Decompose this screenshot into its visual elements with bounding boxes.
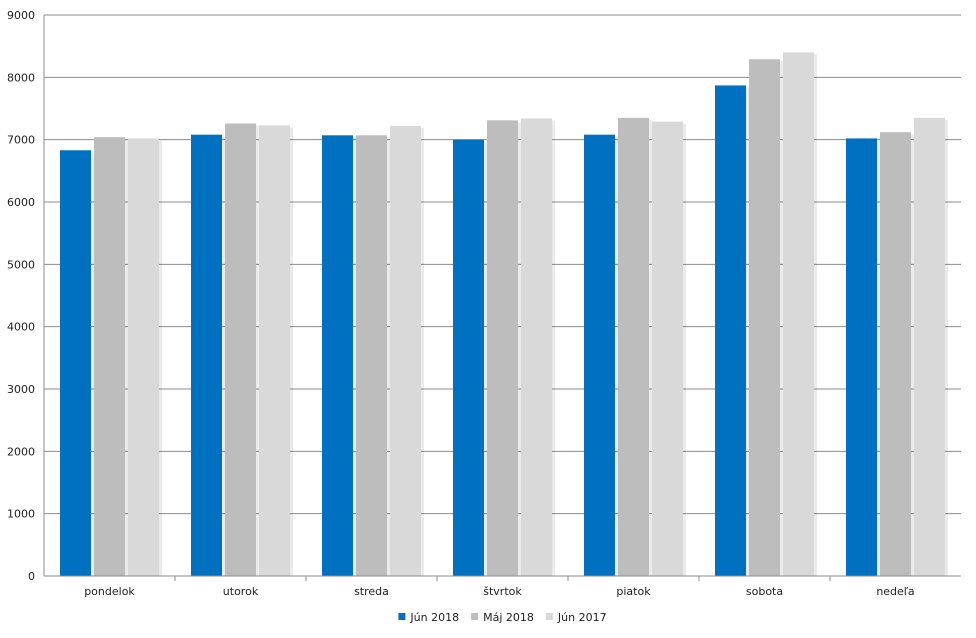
bar (914, 117, 945, 576)
y-tick-label: 4000 (7, 321, 35, 334)
legend-swatch (545, 613, 553, 620)
bar (749, 59, 780, 577)
bar (618, 117, 649, 576)
legend-label: Jún 2018 (409, 611, 459, 624)
bar (521, 118, 552, 577)
bar (259, 125, 290, 576)
category-label: sobota (746, 585, 783, 598)
category-labels: pondelok utorok streda štvrtok piatok sobota n… (84, 585, 914, 598)
bar (60, 150, 91, 576)
bar (356, 135, 387, 576)
category-label: piatok (616, 585, 651, 598)
bar (225, 123, 256, 577)
y-tick-label: 6000 (7, 196, 35, 209)
category-label: štvrtok (483, 585, 522, 598)
legend-label: Jún 2017 (557, 611, 607, 624)
category-label: utorok (223, 585, 259, 598)
bar (783, 52, 814, 576)
legend: Jún 2018 Máj 2018 Jún 2017 (398, 611, 607, 624)
y-tick-label: 3000 (7, 383, 35, 396)
bar (652, 121, 683, 576)
bar (584, 134, 615, 576)
bar (128, 138, 159, 577)
category-label: pondelok (84, 585, 135, 598)
y-tick-label: 1000 (7, 508, 35, 521)
legend-swatch (471, 613, 479, 620)
bar (191, 134, 222, 576)
bar (715, 85, 746, 576)
bar (390, 125, 421, 576)
y-tick-label: 0 (28, 570, 35, 583)
y-tick-label: 8000 (7, 71, 35, 84)
y-tick-label: 5000 (7, 258, 35, 271)
bar (846, 138, 877, 577)
bar (322, 135, 353, 576)
category-label: nedeľa (876, 585, 914, 598)
legend-swatch (398, 613, 406, 620)
bar (94, 137, 125, 576)
bar (453, 139, 484, 576)
axes (43, 15, 961, 581)
bar (880, 132, 911, 577)
y-tick-label: 2000 (7, 445, 35, 458)
bars (60, 52, 948, 577)
y-tick-label: 7000 (7, 134, 35, 147)
y-tick-label: 9000 (7, 9, 35, 22)
bar (487, 120, 518, 577)
category-label: streda (354, 585, 389, 598)
legend-label: Máj 2018 (483, 611, 534, 624)
y-tick-labels: 0 1000 2000 3000 4000 5000 6000 7000 8000 9000 (7, 9, 35, 583)
